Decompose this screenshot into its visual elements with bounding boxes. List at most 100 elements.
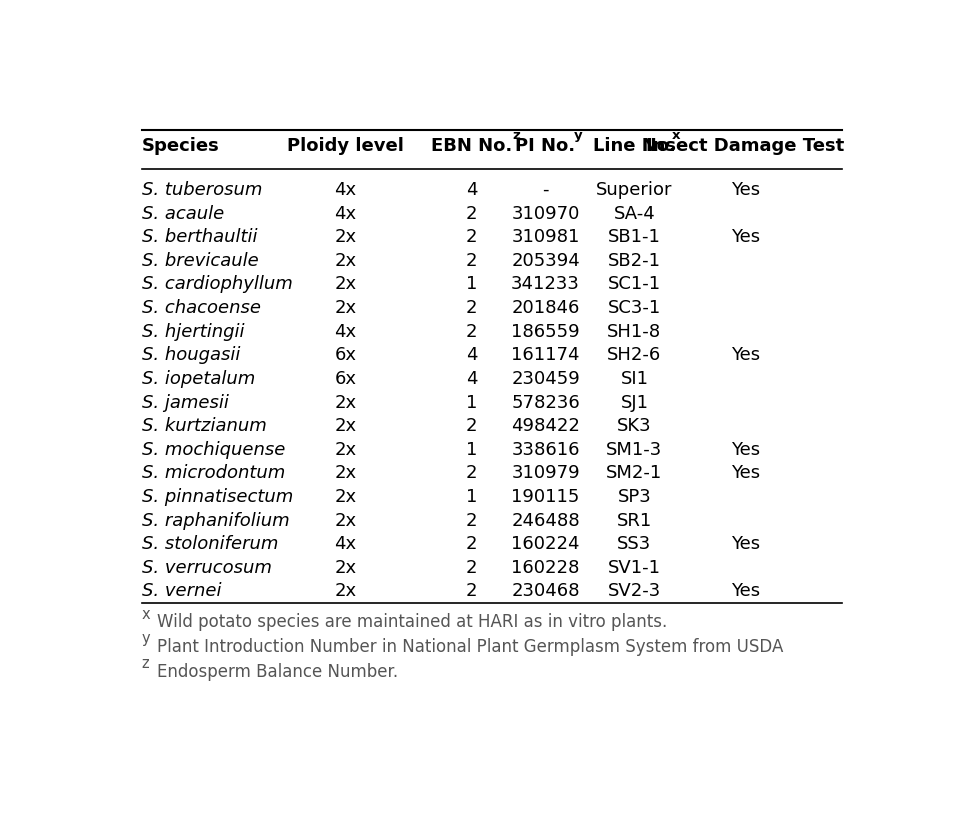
- Text: 2: 2: [466, 299, 477, 317]
- Text: 230468: 230468: [511, 582, 579, 601]
- Text: Insect Damage Test: Insect Damage Test: [646, 137, 845, 155]
- Text: 2x: 2x: [335, 252, 357, 270]
- Text: Species: Species: [141, 137, 220, 155]
- Text: S. cardiophyllum: S. cardiophyllum: [141, 276, 293, 293]
- Text: PI No.: PI No.: [515, 137, 576, 155]
- Text: x: x: [671, 129, 680, 142]
- Text: S. hjertingii: S. hjertingii: [141, 323, 244, 341]
- Text: 4: 4: [466, 181, 477, 199]
- Text: Line No.: Line No.: [593, 137, 676, 155]
- Text: Superior: Superior: [597, 181, 673, 199]
- Text: 2x: 2x: [335, 512, 357, 529]
- Text: S. jamesii: S. jamesii: [141, 393, 228, 412]
- Text: 4x: 4x: [335, 535, 357, 554]
- Text: S. vernei: S. vernei: [141, 582, 221, 601]
- Text: 4x: 4x: [335, 181, 357, 199]
- Text: 2x: 2x: [335, 488, 357, 506]
- Text: SA-4: SA-4: [614, 205, 655, 223]
- Text: 205394: 205394: [511, 252, 580, 270]
- Text: SH2-6: SH2-6: [607, 346, 662, 365]
- Text: 578236: 578236: [511, 393, 580, 412]
- Text: Yes: Yes: [731, 465, 760, 482]
- Text: 2x: 2x: [335, 228, 357, 246]
- Text: y: y: [574, 129, 582, 142]
- Text: 6x: 6x: [335, 370, 357, 388]
- Text: 341233: 341233: [511, 276, 580, 293]
- Text: Yes: Yes: [731, 181, 760, 199]
- Text: 2: 2: [466, 559, 477, 577]
- Text: 498422: 498422: [511, 417, 580, 435]
- Text: 2x: 2x: [335, 276, 357, 293]
- Text: 2: 2: [466, 465, 477, 482]
- Text: -: -: [542, 181, 549, 199]
- Text: SP3: SP3: [618, 488, 651, 506]
- Text: Plant Introduction Number in National Plant Germplasm System from USDA: Plant Introduction Number in National Pl…: [157, 638, 783, 656]
- Text: S. raphanifolium: S. raphanifolium: [141, 512, 290, 529]
- Text: Endosperm Balance Number.: Endosperm Balance Number.: [157, 663, 398, 680]
- Text: 6x: 6x: [335, 346, 357, 365]
- Text: SJ1: SJ1: [620, 393, 648, 412]
- Text: 310981: 310981: [511, 228, 579, 246]
- Text: Yes: Yes: [731, 582, 760, 601]
- Text: 2: 2: [466, 323, 477, 341]
- Text: 2x: 2x: [335, 582, 357, 601]
- Text: SS3: SS3: [618, 535, 652, 554]
- Text: 1: 1: [466, 441, 477, 459]
- Text: 2: 2: [466, 582, 477, 601]
- Text: S. berthaultii: S. berthaultii: [141, 228, 257, 246]
- Text: 4x: 4x: [335, 323, 357, 341]
- Text: 4x: 4x: [335, 205, 357, 223]
- Text: S. microdontum: S. microdontum: [141, 465, 285, 482]
- Text: SC3-1: SC3-1: [608, 299, 661, 317]
- Text: 2: 2: [466, 205, 477, 223]
- Text: SB1-1: SB1-1: [608, 228, 661, 246]
- Text: 2x: 2x: [335, 441, 357, 459]
- Text: SM1-3: SM1-3: [606, 441, 663, 459]
- Text: S. pinnatisectum: S. pinnatisectum: [141, 488, 293, 506]
- Text: SH1-8: SH1-8: [607, 323, 662, 341]
- Text: 2: 2: [466, 535, 477, 554]
- Text: 4: 4: [466, 346, 477, 365]
- Text: 246488: 246488: [511, 512, 580, 529]
- Text: S. stoloniferum: S. stoloniferum: [141, 535, 278, 554]
- Text: S. mochiquense: S. mochiquense: [141, 441, 285, 459]
- Text: Ploidy level: Ploidy level: [287, 137, 404, 155]
- Text: S. hougasii: S. hougasii: [141, 346, 240, 365]
- Text: SB2-1: SB2-1: [608, 252, 661, 270]
- Text: z: z: [141, 656, 149, 670]
- Text: Yes: Yes: [731, 535, 760, 554]
- Text: S. tuberosum: S. tuberosum: [141, 181, 262, 199]
- Text: SM2-1: SM2-1: [606, 465, 663, 482]
- Text: Yes: Yes: [731, 441, 760, 459]
- Text: 2x: 2x: [335, 299, 357, 317]
- Text: SV2-3: SV2-3: [608, 582, 661, 601]
- Text: y: y: [141, 631, 150, 646]
- Text: 310979: 310979: [511, 465, 580, 482]
- Text: 161174: 161174: [511, 346, 579, 365]
- Text: 190115: 190115: [511, 488, 579, 506]
- Text: 2x: 2x: [335, 393, 357, 412]
- Text: EBN No.: EBN No.: [431, 137, 512, 155]
- Text: Yes: Yes: [731, 346, 760, 365]
- Text: 2x: 2x: [335, 417, 357, 435]
- Text: 310970: 310970: [511, 205, 579, 223]
- Text: 1: 1: [466, 393, 477, 412]
- Text: SR1: SR1: [617, 512, 652, 529]
- Text: 4: 4: [466, 370, 477, 388]
- Text: SK3: SK3: [618, 417, 652, 435]
- Text: 2: 2: [466, 252, 477, 270]
- Text: 186559: 186559: [511, 323, 580, 341]
- Text: 201846: 201846: [511, 299, 579, 317]
- Text: 2x: 2x: [335, 559, 357, 577]
- Text: S. iopetalum: S. iopetalum: [141, 370, 255, 388]
- Text: 2: 2: [466, 228, 477, 246]
- Text: x: x: [141, 606, 150, 622]
- Text: 2: 2: [466, 417, 477, 435]
- Text: S. kurtzianum: S. kurtzianum: [141, 417, 267, 435]
- Text: 160224: 160224: [511, 535, 579, 554]
- Text: 1: 1: [466, 488, 477, 506]
- Text: S. verrucosum: S. verrucosum: [141, 559, 272, 577]
- Text: 1: 1: [466, 276, 477, 293]
- Text: 338616: 338616: [511, 441, 579, 459]
- Text: S. acaule: S. acaule: [141, 205, 224, 223]
